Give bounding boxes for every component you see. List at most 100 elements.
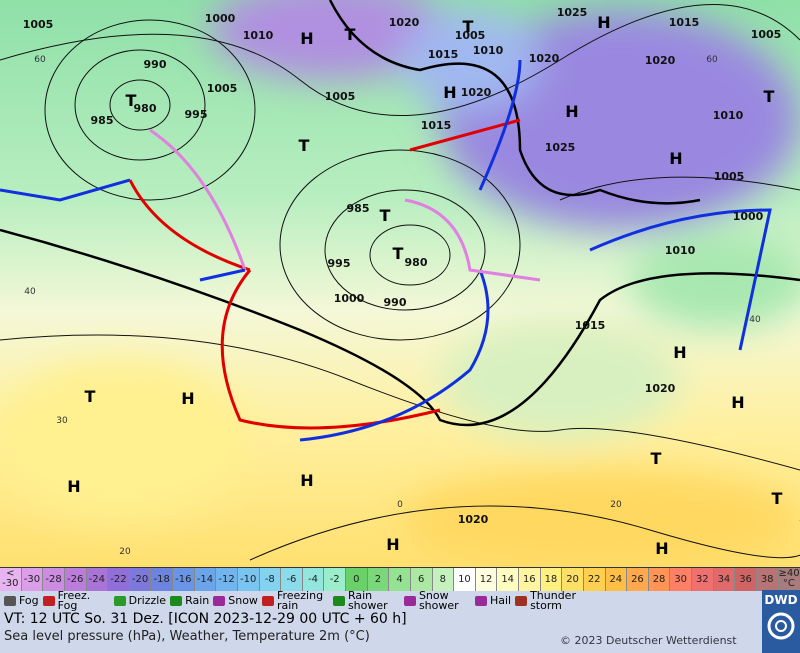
color-scale: < -30 -30 -28 -26 -24 -22 -20 -18 -16 -14 -12 -10 -8-… <box>0 567 800 591</box>
pressure-label: 990 <box>144 58 167 71</box>
legend-label: Rain <box>185 594 210 607</box>
scale-label: -14 <box>196 574 214 585</box>
pressure-label: 1000 <box>205 12 236 25</box>
pressure-label: 1010 <box>713 109 744 122</box>
scale-label: -18 <box>153 574 170 585</box>
scale-cell: 2 <box>367 568 390 591</box>
low-pressure: T <box>85 387 96 406</box>
valid-time: VT: 12 UTC So. 31 Dez. [ICON 2023-12-29 … <box>4 611 407 627</box>
pressure-label: 1020 <box>645 382 676 395</box>
temperature-label: 60 <box>34 55 46 65</box>
pressure-label: 1020 <box>529 52 560 65</box>
scale-cell: -18 <box>151 568 173 591</box>
low-pressure: T <box>345 25 356 44</box>
scale-cell: -30 <box>21 568 44 591</box>
temperature-label: 60 <box>706 55 718 65</box>
description: Sea level pressure (hPa), Weather, Tempe… <box>4 629 370 644</box>
scale-label: 30 <box>674 574 688 585</box>
scale-cell: 36 <box>735 568 757 591</box>
pressure-label: 995 <box>185 108 208 121</box>
high-pressure: H <box>673 343 686 362</box>
copyright: © 2023 Deutscher Wetterdienst <box>560 634 737 647</box>
scale-label: -28 <box>45 574 62 585</box>
legend-item: Snow shower <box>403 590 471 611</box>
pressure-label: 985 <box>347 202 370 215</box>
temperature-label: 20 <box>610 500 622 510</box>
pressure-label: 980 <box>134 102 157 115</box>
temperature-label: 40 <box>24 287 36 297</box>
scale-cell: 26 <box>627 568 649 591</box>
temperature-label: 0 <box>397 500 403 510</box>
temperature-label: 40 <box>749 315 761 325</box>
scale-label: 16 <box>522 574 536 585</box>
scale-cell: 30 <box>670 568 692 591</box>
legend-icon <box>403 596 416 606</box>
temperature-field <box>0 0 800 567</box>
legend-label: Snow <box>228 594 258 607</box>
scale-label: -30 <box>2 579 19 589</box>
scale-cell: -14 <box>194 568 217 591</box>
low-pressure: T <box>463 17 474 36</box>
scale-label: -8 <box>264 574 275 585</box>
high-pressure: H <box>181 389 194 408</box>
scale-cell: 28 <box>648 568 671 591</box>
scale-label: 22 <box>587 574 601 585</box>
scale-label: -2 <box>329 574 340 585</box>
legend-item: Rain <box>170 594 210 607</box>
pressure-label: 1010 <box>243 29 274 42</box>
scale-cell: -20 <box>129 568 152 591</box>
scale-label: ≥40 <box>778 569 800 579</box>
legend-icon <box>515 596 528 606</box>
temperature-label: 30 <box>56 416 68 426</box>
legend-item: Rain shower <box>332 589 400 612</box>
legend-item: Thunder storm <box>515 589 582 612</box>
scale-cell: -24 <box>86 568 109 591</box>
high-pressure: H <box>731 393 744 412</box>
pressure-label: 1015 <box>428 48 459 61</box>
scale-label: -22 <box>110 574 127 585</box>
scale-label: 26 <box>631 574 644 585</box>
pressure-label: 985 <box>91 114 114 127</box>
scale-cell: 12 <box>475 568 498 591</box>
pressure-label: 1000 <box>733 210 764 223</box>
weather-map: 1005 1000 1010 1020 1005 1025 1015 1005 990 1015 1… <box>0 0 800 567</box>
scale-cell: -10 <box>237 568 260 591</box>
scale-label: 38 <box>760 574 774 585</box>
scale-label: 18 <box>544 574 558 585</box>
scale-cell: -12 <box>216 568 238 591</box>
high-pressure: H <box>655 539 668 558</box>
scale-label: °C <box>782 579 795 589</box>
pressure-label: 1005 <box>714 170 745 183</box>
scale-cell: 0 <box>346 568 368 591</box>
scale-label: 10 <box>458 574 471 585</box>
scale-cell: -28 <box>43 568 65 591</box>
pressure-label: 1025 <box>557 6 588 19</box>
legend-label: Freezing rain <box>276 589 324 612</box>
scale-label: 20 <box>566 574 579 585</box>
legend-icon <box>4 596 16 606</box>
pressure-label: 1005 <box>207 82 238 95</box>
scale-cell: 20 <box>562 568 584 591</box>
pressure-label: 1010 <box>665 244 696 257</box>
scale-cell: -2 <box>324 568 346 591</box>
pressure-label: 1020 <box>458 513 489 526</box>
scale-cell: -22 <box>108 568 130 591</box>
legend-item: Freez. Fog <box>42 590 110 611</box>
legend-label: Thunder storm <box>530 589 576 612</box>
scale-cell: 32 <box>692 568 714 591</box>
logo-text: DWD <box>764 593 798 607</box>
scale-label: 24 <box>609 574 623 585</box>
legend-label: Rain shower <box>347 589 388 612</box>
high-pressure: H <box>669 149 682 168</box>
scale-label: 8 <box>439 574 446 585</box>
pressure-label: 1005 <box>455 29 486 42</box>
scale-cell: -8 <box>259 568 282 591</box>
scale-label: 12 <box>479 574 493 585</box>
scale-cell: -16 <box>173 568 195 591</box>
scale-cell: 18 <box>540 568 563 591</box>
pressure-label: 1020 <box>389 16 420 29</box>
scale-label: 2 <box>374 574 382 585</box>
scale-cell: 10 <box>454 568 476 591</box>
pressure-label: 1020 <box>645 54 676 67</box>
pressure-label: 1005 <box>325 90 356 103</box>
